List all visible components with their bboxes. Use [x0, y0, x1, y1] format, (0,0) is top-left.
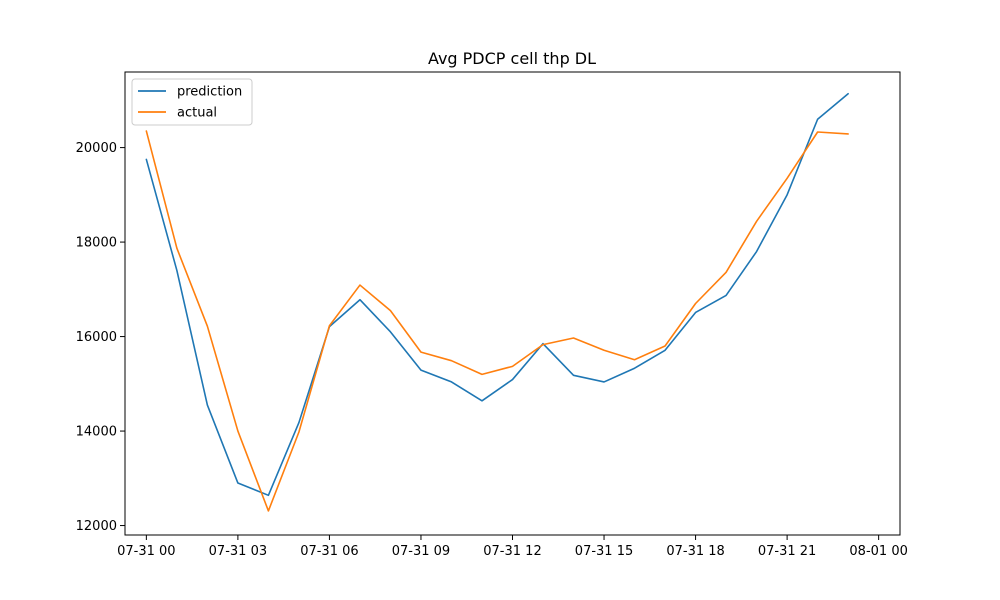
y-tick-label: 18000 [76, 236, 117, 251]
chart-title: Avg PDCP cell thp DL [428, 49, 596, 68]
legend-label-prediction: prediction [177, 85, 242, 100]
series-layer [145, 92, 849, 512]
plot-frame [124, 71, 901, 536]
y-tick-label: 12000 [76, 519, 117, 534]
x-tick-label: 07-31 00 [117, 544, 175, 559]
series-line-actual [145, 130, 849, 512]
y-tick-label: 14000 [76, 425, 117, 440]
x-tick-label: 07-31 09 [392, 544, 450, 559]
x-tick-label: 07-31 06 [300, 544, 358, 559]
x-tick-label: 07-31 15 [575, 544, 633, 559]
y-tick-label: 16000 [76, 330, 117, 345]
x-tick-label: 07-31 12 [483, 544, 541, 559]
legend-label-actual: actual [177, 106, 217, 121]
axes-layer: 07-31 00 07-31 03 07-31 06 07-31 09 07-31 12… [76, 71, 908, 559]
legend: prediction actual [131, 78, 253, 126]
x-tick-label: 08-01 00 [849, 544, 907, 559]
series-line-prediction [145, 92, 849, 497]
x-tick-label: 07-31 03 [209, 544, 267, 559]
y-tick-label: 20000 [76, 141, 117, 156]
x-tick-label: 07-31 18 [666, 544, 724, 559]
x-tick-label: 07-31 21 [758, 544, 816, 559]
